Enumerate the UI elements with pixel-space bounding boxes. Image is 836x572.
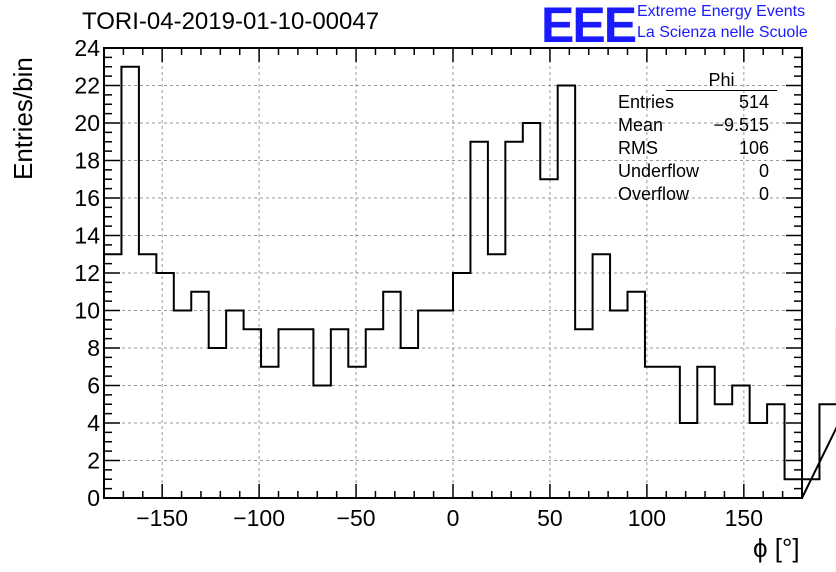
stat-row-overflow: Overflow 0 — [611, 183, 777, 206]
stat-label: Mean — [618, 115, 664, 135]
y-tick-label: 6 — [87, 373, 100, 399]
y-tick-label: 2 — [87, 448, 100, 474]
y-tick-label: 24 — [74, 35, 100, 61]
stat-row-entries: Entries 514 — [611, 91, 777, 114]
stat-label: Entries — [618, 92, 675, 112]
brand-line-2: La Scienza nelle Scuole — [637, 24, 808, 41]
stat-row-mean: Mean −9.515 — [611, 114, 777, 137]
tick-labels: −150 −100 −50 0 50 100 15002468101214161820222… — [74, 35, 763, 531]
y-tick-label: 14 — [74, 223, 100, 249]
x-tick-label: 100 — [628, 505, 666, 531]
y-tick-label: 0 — [87, 485, 100, 511]
stat-value: 0 — [758, 184, 769, 204]
stat-row-underflow: Underflow 0 — [611, 160, 777, 183]
y-tick-label: 18 — [74, 148, 100, 174]
x-axis-label: ϕ [°] — [753, 533, 800, 563]
eee-logo: EEE — [541, 0, 637, 53]
axis-ticks — [103, 47, 803, 499]
y-tick-label: 16 — [74, 185, 100, 211]
x-tick-label: −150 — [136, 505, 188, 531]
stat-value: −9.515 — [713, 115, 769, 135]
y-tick-label: 8 — [87, 335, 100, 361]
stat-value: 106 — [738, 138, 769, 158]
x-tick-label: 50 — [537, 505, 563, 531]
histogram-step-line — [103, 65, 836, 499]
stats-box: Phi Entries 514 Mean −9.515 RMS 106 Unde… — [611, 70, 777, 206]
x-tick-label: 0 — [447, 505, 460, 531]
stat-label: RMS — [618, 138, 658, 158]
stat-row-rms: RMS 106 — [611, 137, 777, 160]
y-tick-label: 20 — [74, 110, 100, 136]
y-tick-label: 22 — [74, 73, 100, 99]
stat-label: Overflow — [618, 184, 690, 204]
y-tick-label: 12 — [74, 260, 100, 286]
stat-label: Underflow — [618, 161, 700, 181]
run-title: TORI-04-2019-01-10-00047 — [82, 8, 380, 35]
x-tick-label: 150 — [725, 505, 763, 531]
y-tick-label: 4 — [87, 410, 100, 436]
y-axis-label: Entries/bin — [8, 57, 38, 180]
brand-line-1: Extreme Energy Events — [637, 3, 806, 20]
x-tick-label: −100 — [233, 505, 285, 531]
y-tick-label: 10 — [74, 298, 100, 324]
stat-value: 0 — [758, 161, 769, 181]
stats-title: Phi — [666, 70, 777, 91]
x-tick-label: −50 — [337, 505, 376, 531]
stat-value: 514 — [738, 92, 769, 112]
